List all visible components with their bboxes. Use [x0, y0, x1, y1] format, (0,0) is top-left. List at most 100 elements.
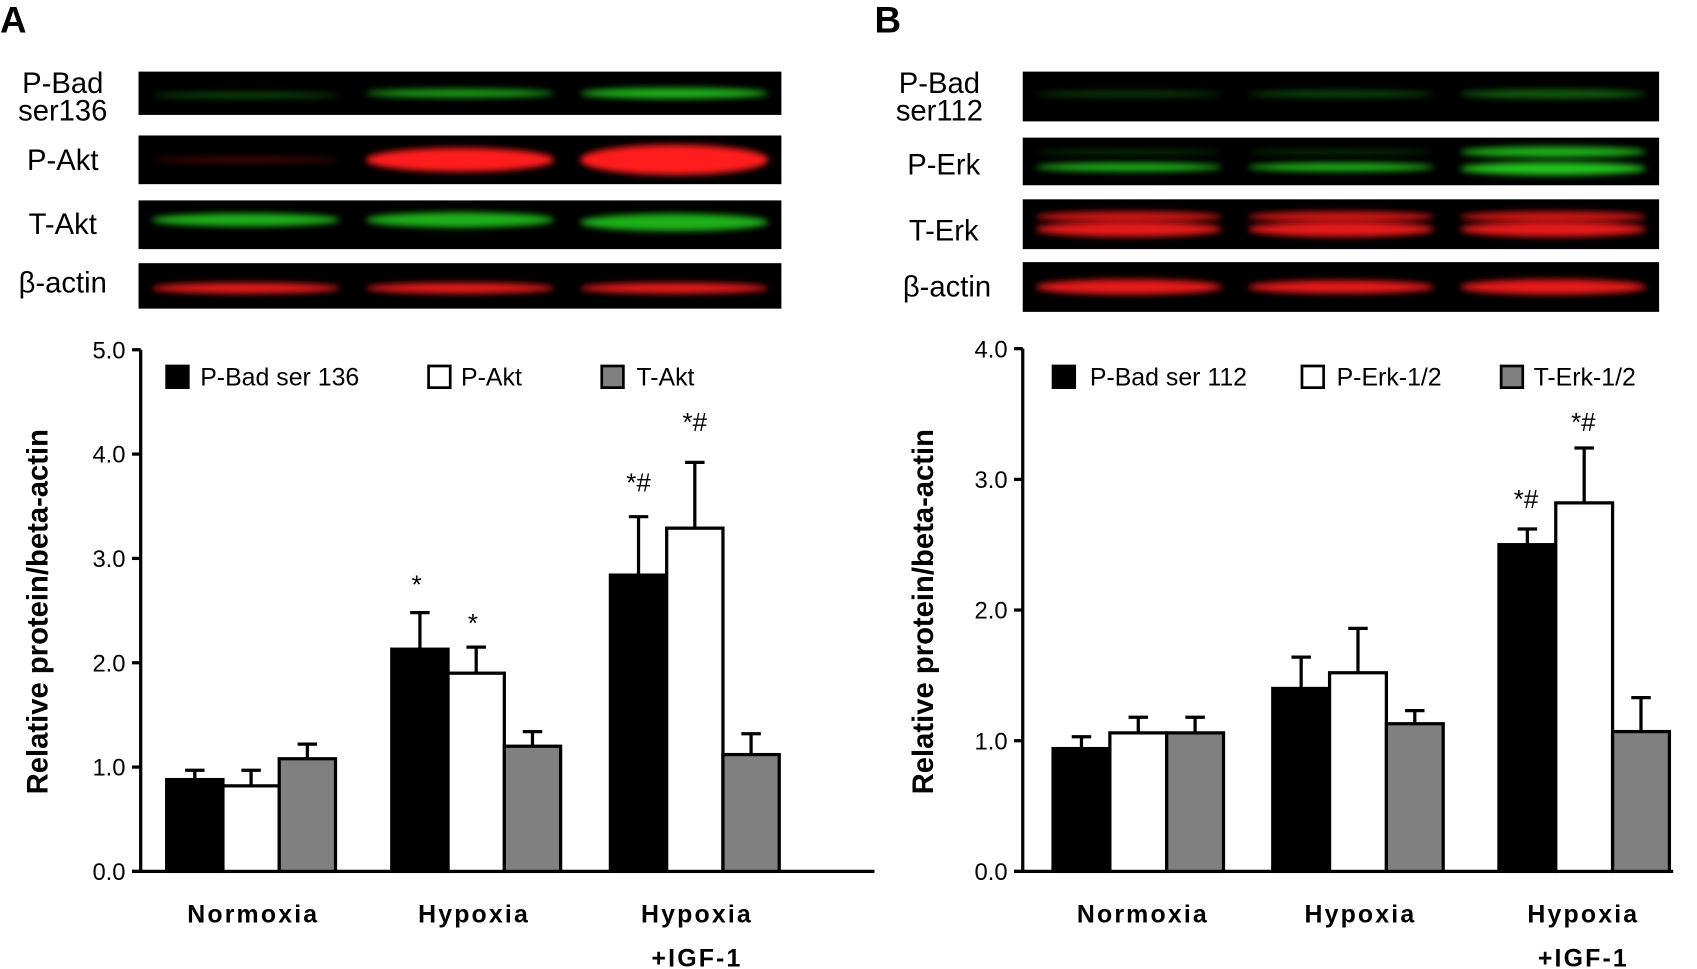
blot-label: β-actin: [903, 272, 991, 304]
legend-label: P-Akt: [461, 363, 522, 391]
category-label: Normoxia: [1077, 900, 1209, 928]
bar: [1497, 543, 1558, 874]
blot-label: P-Bad: [22, 68, 103, 100]
y-tick-label: 0.0: [92, 859, 125, 886]
bar: [390, 647, 450, 874]
bar: [277, 757, 338, 874]
bar: [1610, 729, 1672, 874]
significance-mark: *#: [683, 407, 708, 437]
protein-band: [1035, 279, 1223, 295]
blot-label: P-Bad: [899, 68, 980, 100]
protein-band: [1247, 149, 1435, 155]
legend-label: P-Bad ser 112: [1090, 363, 1247, 391]
significance-mark: *: [412, 569, 422, 599]
western-blot-b: [1022, 71, 1660, 312]
legend-swatch: [165, 364, 190, 389]
category-label: +IGF-1: [1538, 945, 1629, 969]
protein-band: [1247, 90, 1435, 98]
blot-label: ser112: [896, 95, 983, 127]
protein-band: [1459, 221, 1647, 237]
protein-band: [365, 88, 555, 98]
protein-band: [151, 282, 340, 294]
protein-band: [579, 213, 769, 231]
legend-swatch: [1300, 364, 1325, 389]
protein-band: [151, 213, 340, 227]
protein-band: [1459, 211, 1647, 223]
panel-letter: B: [874, 0, 901, 41]
legend-swatch: [427, 364, 452, 389]
significance-mark: *: [468, 608, 478, 638]
y-axis-label: Relative protein/beta-actin: [23, 429, 55, 794]
protein-band: [1035, 221, 1223, 237]
bar: [1554, 501, 1615, 874]
protein-band: [579, 87, 769, 99]
blot-label: P-Akt: [27, 145, 98, 177]
category-label: Hypoxia: [641, 900, 753, 928]
legend-swatch: [1051, 364, 1077, 389]
panel-b: B P-Bad ser112 P-Erk T-Erk β-actin Relat…: [874, 0, 1674, 969]
blot-label: β-actin: [19, 267, 107, 299]
bar: [502, 744, 563, 874]
protein-band: [1035, 162, 1223, 172]
protein-band: [1035, 90, 1223, 98]
category-label: Hypoxia: [418, 900, 530, 928]
significance-mark: *#: [626, 468, 651, 498]
protein-band: [1459, 146, 1647, 158]
bar: [608, 573, 669, 874]
y-tick-label: 2.0: [975, 598, 1008, 625]
y-axis-label: Relative protein/beta-actin: [908, 429, 940, 794]
y-tick-label: 4.0: [975, 336, 1008, 363]
y-tick-label: 3.0: [92, 546, 125, 573]
y-tick-label: 5.0: [92, 337, 125, 364]
protein-band: [1459, 162, 1647, 176]
protein-band: [365, 212, 555, 228]
bar: [1051, 746, 1112, 874]
bar: [1108, 731, 1169, 874]
bar: [446, 671, 506, 874]
protein-band: [1035, 149, 1223, 155]
y-tick-label: 4.0: [92, 442, 125, 469]
protein-band: [1247, 162, 1435, 172]
category-label: Normoxia: [187, 900, 319, 928]
protein-band: [1247, 211, 1435, 223]
protein-band: [1459, 89, 1647, 99]
protein-band: [579, 144, 769, 175]
blot-strip: [1022, 137, 1660, 186]
legend-swatch: [600, 364, 625, 389]
category-label: Hypoxia: [1527, 900, 1639, 928]
bar-chart-a: 0.0 1.0 2.0 3.0 4.0 5.0: [92, 337, 875, 886]
protein-band: [151, 92, 340, 99]
protein-band: [579, 282, 769, 294]
bar-chart-b: 0.0 1.0 2.0 3.0 4.0: [975, 336, 1674, 886]
y-tick-label: 1.0: [92, 755, 125, 782]
legend-swatch: [1499, 364, 1525, 389]
protein-band: [1247, 280, 1435, 294]
blot-label: P-Erk: [907, 149, 980, 181]
legend-label: T-Akt: [636, 363, 694, 391]
bar: [1384, 722, 1445, 874]
category-label: +IGF-1: [651, 945, 742, 969]
bar: [165, 777, 225, 874]
bar: [221, 784, 281, 874]
y-tick-label: 1.0: [975, 728, 1008, 755]
legend-label: P-Erk-1/2: [1337, 363, 1442, 391]
protein-band: [1247, 221, 1435, 237]
bar: [1271, 686, 1332, 874]
protein-band: [151, 156, 340, 164]
category-label: Hypoxia: [1304, 900, 1416, 928]
western-blot-a: [138, 71, 782, 309]
blot-label: T-Akt: [29, 209, 97, 241]
protein-band: [1459, 279, 1647, 295]
blot-label: ser136: [18, 95, 107, 127]
panel-a: A P-Bad ser136 P-Akt T-Akt β-actin Relat…: [0, 0, 875, 969]
panel-letter: A: [0, 0, 27, 41]
bar: [1327, 671, 1389, 874]
y-tick-label: 3.0: [975, 467, 1008, 494]
legend-label: P-Bad ser 136: [200, 363, 359, 391]
protein-band: [365, 282, 555, 294]
legend-label: T-Erk-1/2: [1534, 363, 1636, 391]
protein-band: [1035, 211, 1223, 223]
bar: [665, 526, 725, 874]
bar: [721, 752, 781, 874]
blot-label: T-Erk: [909, 215, 979, 247]
